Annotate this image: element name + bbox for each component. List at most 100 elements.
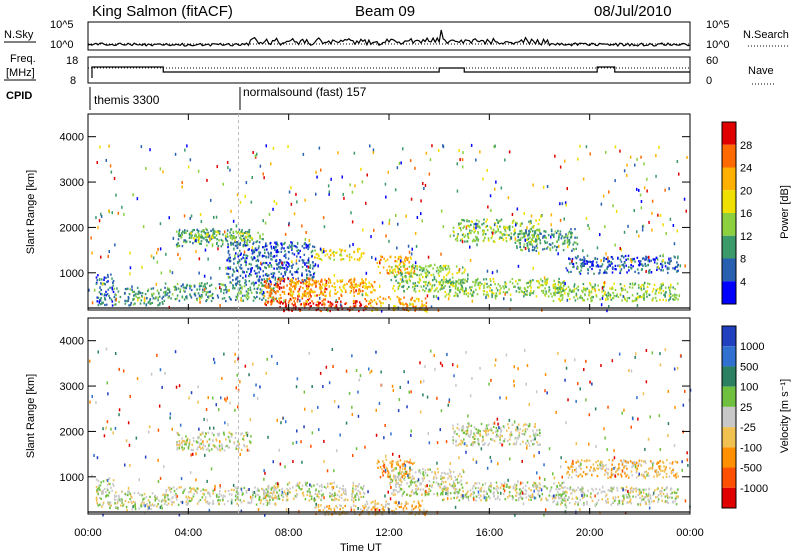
velocity-cell xyxy=(382,464,385,468)
power-cell xyxy=(588,260,590,263)
power-cell xyxy=(656,266,659,269)
velocity-cell xyxy=(338,498,340,502)
power-cell xyxy=(540,278,542,281)
power-cell xyxy=(234,239,236,242)
velocity-cell xyxy=(240,448,243,451)
power-cell xyxy=(478,220,480,223)
power-cell xyxy=(329,257,332,260)
power-cell xyxy=(271,276,273,279)
velocity-cell xyxy=(426,474,429,477)
power-cell xyxy=(376,261,379,265)
velocity-cell xyxy=(466,426,468,429)
power-cell xyxy=(312,283,314,286)
power-cell xyxy=(254,248,256,252)
power-cell xyxy=(235,252,237,255)
velocity-cell xyxy=(383,462,385,465)
velocity-cell xyxy=(222,494,225,497)
power-cell xyxy=(633,283,636,286)
power-cell xyxy=(357,289,360,292)
velocity-cell xyxy=(204,435,206,438)
power-ytick-label: 3000 xyxy=(60,177,84,189)
velocity-cell xyxy=(458,435,460,438)
power-cell xyxy=(335,304,338,307)
power-cell xyxy=(490,237,493,240)
power-cell xyxy=(271,287,273,290)
power-cell xyxy=(444,295,447,298)
power-cell xyxy=(398,297,400,300)
power-cell xyxy=(560,287,563,290)
power-cell xyxy=(292,304,295,307)
power-cell xyxy=(398,272,400,275)
power-cell xyxy=(570,234,573,237)
power-cell xyxy=(343,287,345,290)
power-cell xyxy=(490,208,492,212)
power-cell xyxy=(165,290,167,293)
power-cell xyxy=(464,278,466,281)
velocity-cell xyxy=(398,473,400,477)
power-cell xyxy=(240,296,243,300)
velocity-cell xyxy=(162,493,164,496)
velocity-cell xyxy=(305,483,307,486)
power-cell xyxy=(476,237,479,240)
velocity-cell xyxy=(239,499,242,502)
power-cell xyxy=(149,302,151,305)
power-cell xyxy=(651,211,653,215)
power-cell xyxy=(453,234,455,237)
velocity-cell xyxy=(344,504,346,508)
velocity-cell xyxy=(329,495,331,498)
velocity-cell xyxy=(440,483,443,486)
power-cell xyxy=(588,227,591,231)
power-cell xyxy=(273,299,275,302)
power-cell xyxy=(590,261,593,264)
velocity-cell xyxy=(147,499,150,502)
power-cell xyxy=(416,265,418,268)
velocity-cell xyxy=(309,492,312,495)
power-cell xyxy=(296,269,298,272)
power-cell xyxy=(473,239,475,242)
power-cell xyxy=(304,290,307,293)
power-cell xyxy=(353,258,356,261)
power-cell xyxy=(325,282,327,285)
power-cell xyxy=(190,236,193,239)
power-cell xyxy=(253,256,256,260)
velocity-cell xyxy=(358,490,361,493)
power-cell xyxy=(319,257,322,260)
power-cell xyxy=(362,282,364,285)
velocity-cell xyxy=(328,507,330,510)
power-cell xyxy=(401,276,404,279)
power-cell xyxy=(526,286,529,289)
power-cell xyxy=(378,300,381,303)
velocity-cell xyxy=(396,504,399,507)
power-cell xyxy=(571,257,574,261)
power-cell xyxy=(261,289,263,292)
velocity-cell xyxy=(207,431,210,434)
power-cell xyxy=(564,289,566,292)
power-cell xyxy=(568,230,571,233)
power-cell xyxy=(350,287,353,290)
power-cell xyxy=(521,249,523,252)
power-cell xyxy=(409,302,411,306)
power-cell xyxy=(342,258,345,261)
power-cell xyxy=(96,161,98,164)
velocity-cell xyxy=(404,502,407,505)
power-cell xyxy=(287,262,289,265)
power-cell xyxy=(276,249,279,252)
power-cell xyxy=(340,258,342,261)
power-cell xyxy=(107,273,109,277)
power-cell xyxy=(350,211,352,215)
power-cell xyxy=(463,290,466,293)
velocity-cell xyxy=(211,502,214,505)
power-cell xyxy=(314,294,316,297)
power-cell xyxy=(366,305,368,309)
power-cell xyxy=(440,209,443,213)
power-cell xyxy=(379,271,381,274)
velocity-cell xyxy=(263,493,265,496)
cpid-label: CPID xyxy=(6,90,32,102)
velocity-cell xyxy=(187,447,190,450)
power-cell xyxy=(174,298,177,301)
power-cell xyxy=(211,296,214,300)
velocity-cell xyxy=(356,485,358,488)
velocity-cell xyxy=(450,477,453,480)
power-cell xyxy=(504,284,507,287)
power-cell xyxy=(407,309,410,312)
